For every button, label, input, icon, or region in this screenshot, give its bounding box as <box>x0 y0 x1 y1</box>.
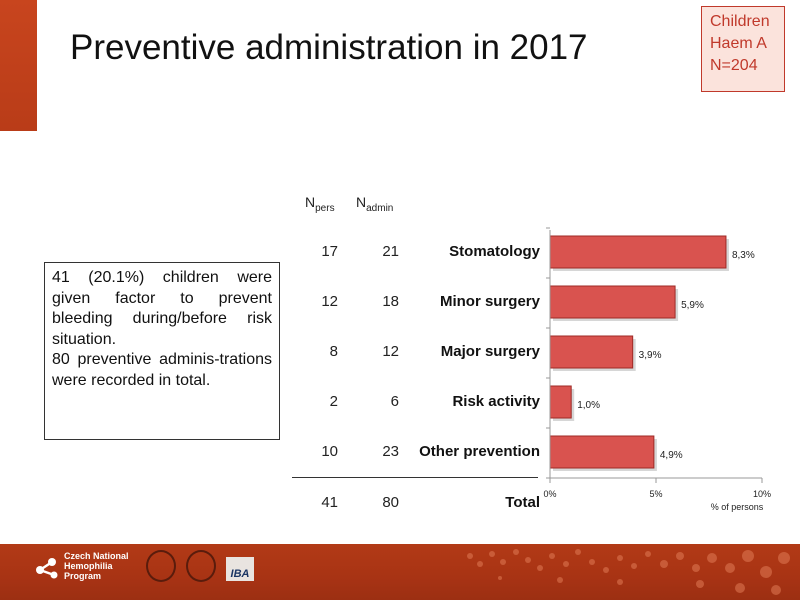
page-title: Preventive administration in 2017 <box>70 28 588 67</box>
nadmin-header-sub: admin <box>366 202 394 214</box>
nadmin-cell: 18 <box>382 293 399 310</box>
summary-paragraph-1: 41 (20.1%) children were given factor to… <box>52 269 272 348</box>
x-tick-label: 5% <box>649 489 662 499</box>
total-separator <box>292 477 538 478</box>
footer-logo-line-1: Czech National <box>64 551 129 561</box>
npers-cell: 8 <box>329 343 338 360</box>
nadmin-header-letter: N <box>356 194 367 210</box>
total-label: Total <box>505 494 540 511</box>
npers-header-sub: pers <box>315 202 335 214</box>
category-label: Major surgery <box>440 343 540 360</box>
total-npers: 41 <box>321 494 338 511</box>
x-tick-label: 0% <box>543 489 556 499</box>
bar-value-label: 5,9% <box>681 300 704 311</box>
npers-cell: 17 <box>321 243 338 260</box>
bar <box>549 285 676 319</box>
cohort-badge: Children Haem A N=204 <box>701 6 785 92</box>
bar-shadow <box>553 239 729 271</box>
hemophilia-logo-icon <box>36 558 58 579</box>
category-label: Stomatology <box>449 243 540 260</box>
footer-logo-line-2: Hemophilia <box>64 561 113 571</box>
footer-logo-line-3: Program <box>64 571 102 581</box>
footer-dots <box>467 549 790 595</box>
bar <box>549 335 634 369</box>
bar-shadow <box>553 339 636 371</box>
badge-line-1: Children <box>710 13 770 30</box>
bar-value-label: 1,0% <box>577 400 600 411</box>
bar-shadow <box>553 289 679 321</box>
nadmin-cell: 12 <box>382 343 399 360</box>
npers-header: Npers <box>305 194 335 214</box>
nadmin-cell: 21 <box>382 243 399 260</box>
category-label: Minor surgery <box>439 293 540 310</box>
faculty-seal-icon <box>186 550 216 582</box>
category-label: Other prevention <box>419 443 540 460</box>
npers-cell: 10 <box>321 443 338 460</box>
x-axis-title: % of persons <box>711 502 764 512</box>
npers-cell: 12 <box>321 293 338 310</box>
npers-cell: 2 <box>329 393 338 410</box>
nadmin-cell: 23 <box>382 443 399 460</box>
npers-header-letter: N <box>305 194 316 210</box>
iba-logo: IBA <box>226 557 254 581</box>
university-seal-icon <box>146 550 176 582</box>
summary-paragraph-2: 80 preventive adminis-trations were reco… <box>52 351 272 389</box>
accent-bar <box>0 0 37 131</box>
nadmin-header: Nadmin <box>356 194 393 214</box>
total-nadmin: 80 <box>382 494 399 511</box>
bar-shadow <box>553 389 575 421</box>
nadmin-cell: 6 <box>390 393 399 410</box>
bar <box>549 235 727 269</box>
footer-bar <box>0 544 800 600</box>
bar-value-label: 8,3% <box>732 250 755 261</box>
badge-line-3: N=204 <box>710 57 758 74</box>
bar-value-label: 4,9% <box>660 450 683 461</box>
bar-value-label: 3,9% <box>639 350 662 361</box>
summary-box: 41 (20.1%) children were given factor to… <box>44 262 280 440</box>
bar-shadow <box>553 439 657 471</box>
footer-logo-text: Czech National Hemophilia Program <box>64 551 129 581</box>
x-tick-label: 10% <box>753 489 771 499</box>
bar <box>549 385 572 419</box>
badge-line-2: Haem A <box>710 35 767 52</box>
bar <box>549 435 655 469</box>
category-label: Risk activity <box>452 393 540 410</box>
